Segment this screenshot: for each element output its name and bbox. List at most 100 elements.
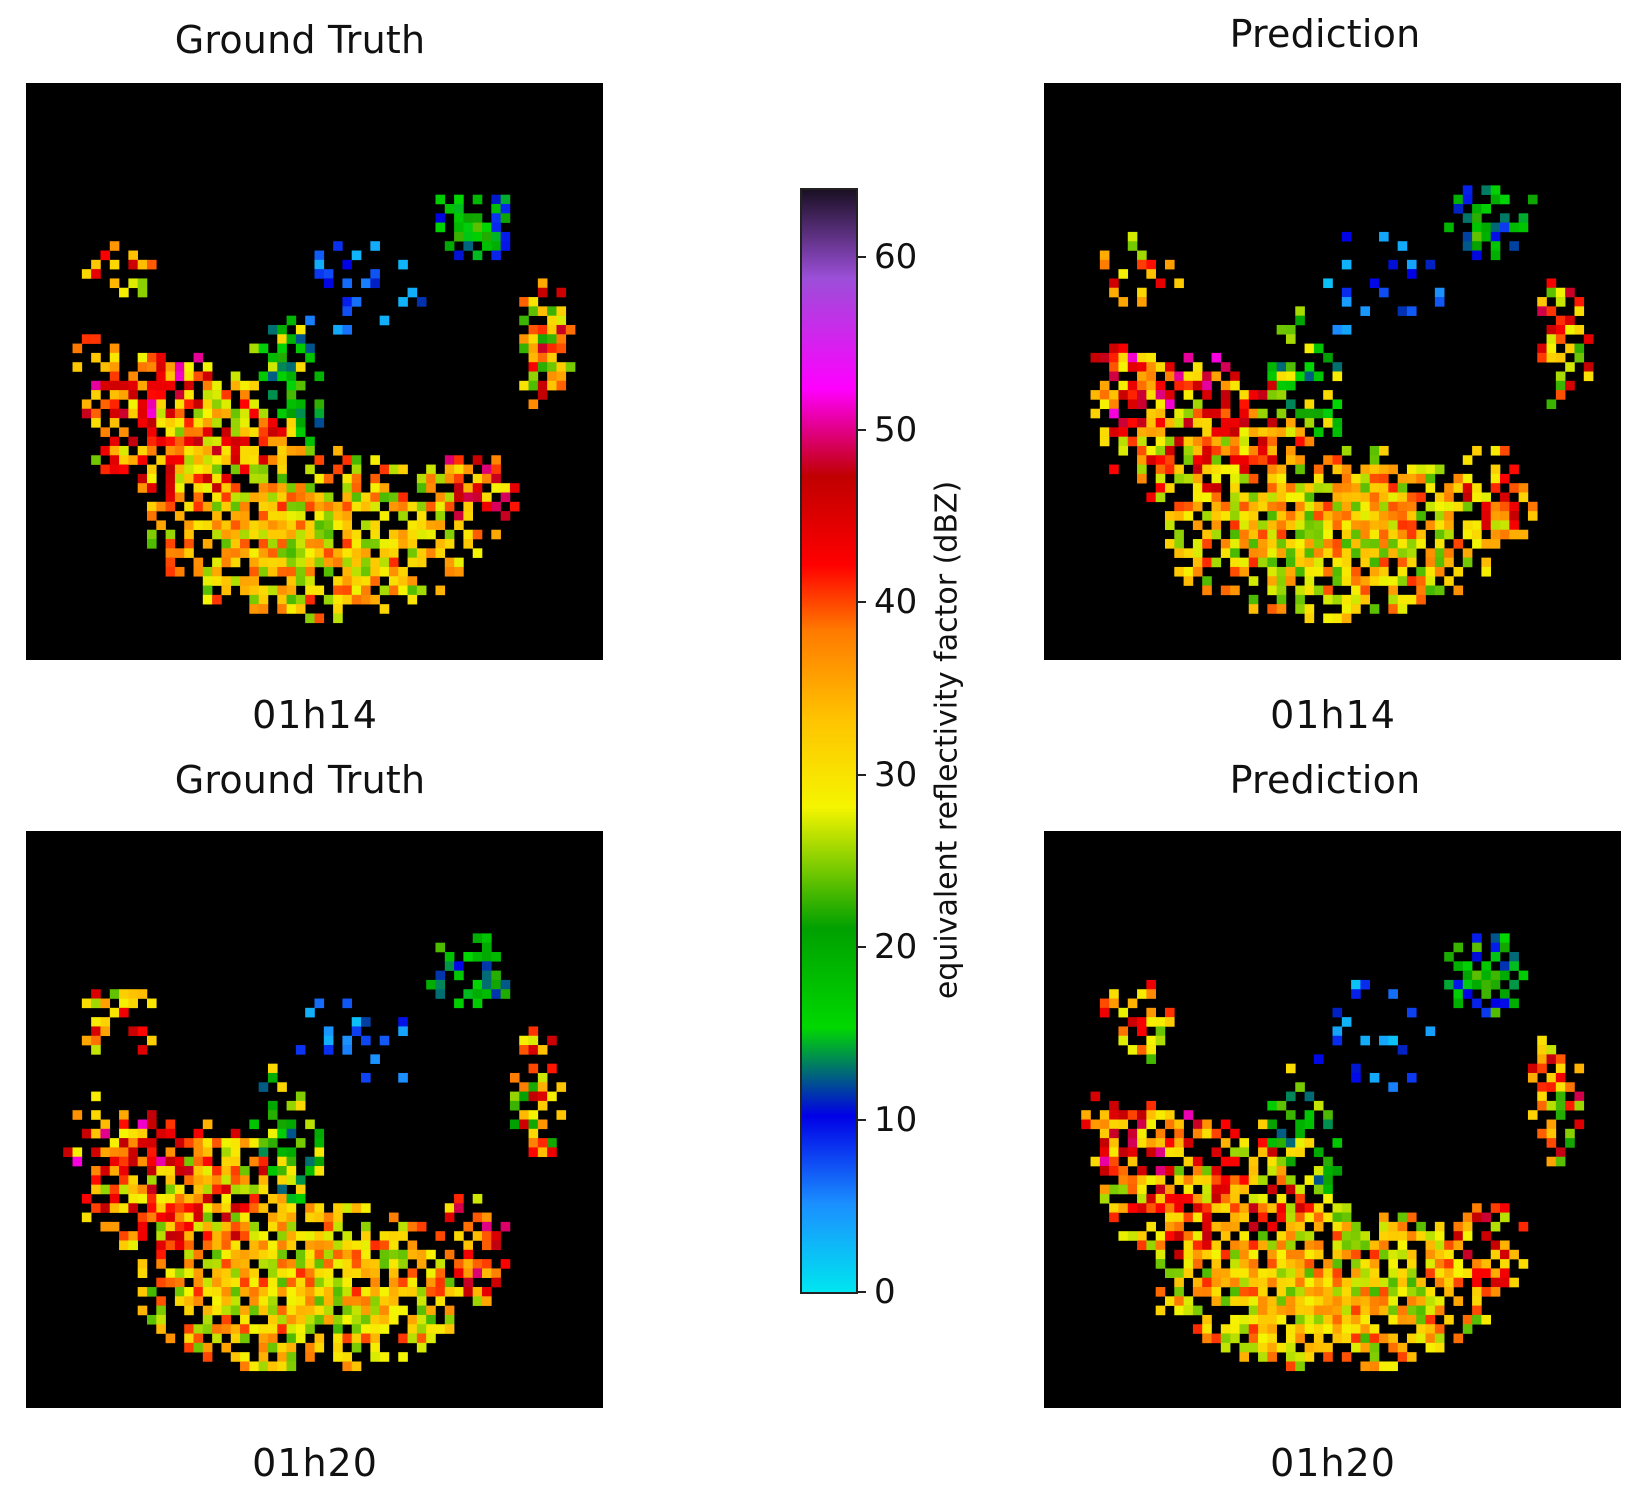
colorbar-tick xyxy=(856,601,866,603)
radar-cell xyxy=(491,241,501,251)
radar-cell xyxy=(1295,1296,1305,1306)
radar-cell xyxy=(240,1212,250,1223)
radar-cell xyxy=(472,1231,483,1241)
radar-cell xyxy=(1416,529,1426,540)
radar-cell xyxy=(72,1110,83,1120)
radar-cell xyxy=(1444,483,1454,493)
radar-cell xyxy=(528,1091,539,1102)
radar-cell xyxy=(1369,576,1380,586)
radar-cell xyxy=(1416,539,1426,549)
radar-cell xyxy=(156,362,166,372)
radar-cell xyxy=(472,1259,483,1269)
radar-cell xyxy=(1295,408,1305,419)
radar-cell xyxy=(1248,604,1259,614)
radar-cell xyxy=(1453,1333,1464,1344)
radar-cell xyxy=(1192,408,1203,419)
radar-cell xyxy=(258,1166,269,1176)
radar-cell xyxy=(388,1277,399,1288)
radar-cell xyxy=(1118,1231,1129,1241)
radar-cell xyxy=(1127,1175,1138,1185)
radar-heatmap xyxy=(1090,185,1594,624)
radar-cell xyxy=(137,380,148,391)
radar-cell xyxy=(1406,511,1417,521)
radar-cell xyxy=(1248,1333,1259,1344)
radar-cell xyxy=(379,1352,390,1362)
radar-cell xyxy=(267,483,278,493)
radar-cell xyxy=(1416,585,1426,596)
radar-cell xyxy=(1509,483,1519,493)
radar-cell xyxy=(1099,399,1110,410)
radar-cell xyxy=(1406,1249,1417,1260)
radar-cell xyxy=(295,492,306,503)
radar-cell xyxy=(407,1221,418,1232)
radar-cell xyxy=(258,1240,269,1251)
radar-cell xyxy=(230,380,241,391)
radar-cell xyxy=(1109,1212,1119,1223)
radar-cell xyxy=(146,464,157,475)
radar-cell xyxy=(1285,1361,1296,1372)
radar-cell xyxy=(314,998,325,1009)
radar-cell xyxy=(1434,539,1445,549)
radar-cell xyxy=(128,1231,138,1241)
radar-cell xyxy=(1379,1305,1389,1316)
radar-cell xyxy=(146,390,157,400)
radar-cell xyxy=(286,380,297,391)
radar-cell xyxy=(379,585,390,596)
radar-cell xyxy=(156,399,166,410)
radar-cell xyxy=(258,1277,269,1288)
radar-cell xyxy=(1248,557,1259,568)
radar-cell xyxy=(1267,520,1277,531)
radar-cell xyxy=(482,951,492,962)
radar-cell xyxy=(1323,278,1333,289)
radar-cell xyxy=(1434,297,1445,307)
radar-cell xyxy=(1490,194,1501,205)
radar-cell xyxy=(295,1091,306,1102)
radar-cell xyxy=(1490,1268,1501,1279)
radar-cell xyxy=(528,1110,539,1120)
radar-cell xyxy=(1481,511,1492,521)
radar-cell xyxy=(1109,998,1119,1009)
radar-cell xyxy=(1574,297,1585,307)
radar-cell xyxy=(258,464,269,475)
radar-cell xyxy=(202,483,213,493)
radar-cell xyxy=(1490,933,1501,943)
radar-cell xyxy=(1099,1138,1110,1148)
radar-cell xyxy=(286,1193,297,1204)
radar-cell xyxy=(314,1259,325,1269)
radar-cell xyxy=(277,1231,287,1241)
radar-cell xyxy=(1295,1138,1305,1148)
radar-cell xyxy=(1341,1296,1352,1306)
radar-cell xyxy=(1146,269,1156,279)
radar-cell xyxy=(1192,566,1203,577)
radar-cell xyxy=(63,1147,73,1158)
radar-cell xyxy=(1434,1259,1445,1269)
radar-cell xyxy=(1295,548,1305,558)
radar-cell xyxy=(500,231,511,242)
radar-cell xyxy=(351,1017,362,1027)
radar-cell xyxy=(370,1240,380,1251)
radar-cell xyxy=(1202,436,1212,447)
radar-cell xyxy=(165,1212,176,1223)
radar-cell xyxy=(1444,557,1454,568)
radar-cell xyxy=(277,585,287,596)
radar-cell xyxy=(1267,371,1277,382)
radar-cell xyxy=(351,1026,362,1037)
radar-cell xyxy=(212,1259,222,1269)
radar-cell xyxy=(212,492,222,503)
radar-cell xyxy=(1481,185,1492,195)
radar-cell xyxy=(1174,278,1184,289)
radar-cell xyxy=(1220,427,1231,437)
radar-cell xyxy=(1313,483,1324,493)
radar-cell xyxy=(416,297,427,307)
radar-cell xyxy=(1295,566,1305,577)
radar-cell xyxy=(146,352,157,363)
radar-cell xyxy=(1453,203,1464,214)
radar-cell xyxy=(258,371,269,382)
radar-cell xyxy=(556,380,567,391)
radar-cell xyxy=(444,1314,455,1325)
radar-cell xyxy=(230,1240,241,1251)
radar-cell xyxy=(286,371,297,382)
radar-cell xyxy=(1425,576,1436,586)
radar-cell xyxy=(342,455,353,465)
radar-cell xyxy=(1313,464,1324,475)
